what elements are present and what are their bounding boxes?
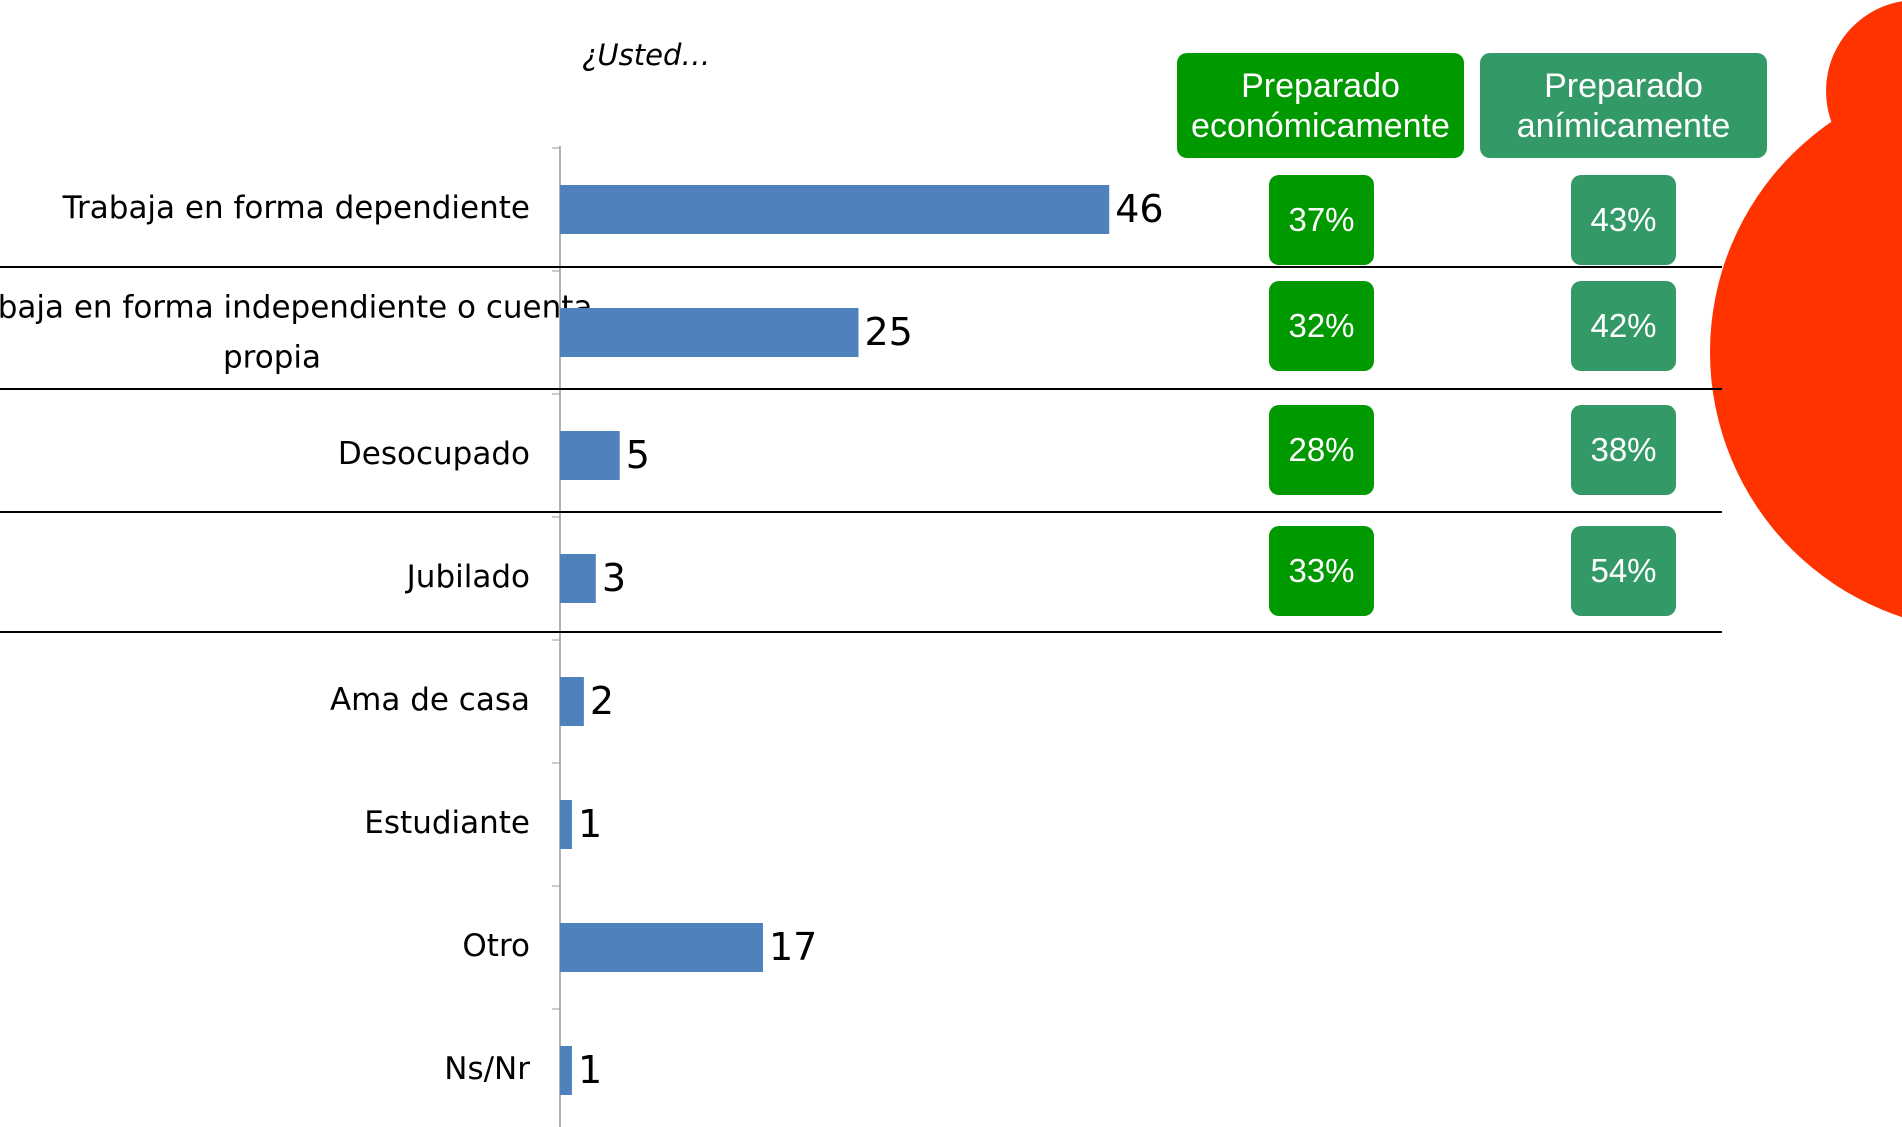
y-tick-label: Trabaja en forma dependiente <box>62 190 530 226</box>
value-label: 1 <box>578 1048 602 1092</box>
table-cell: 42% <box>1571 281 1676 371</box>
column-header: Preparado anímicamente <box>1480 53 1767 158</box>
y-tick-label: Estudiante <box>364 805 530 841</box>
y-tick-label: Jubilado <box>405 559 530 595</box>
value-label: 5 <box>626 433 650 477</box>
table-cell: 54% <box>1571 526 1676 616</box>
value-label: 1 <box>578 802 602 846</box>
y-tick-label: Otro <box>462 928 530 964</box>
value-label: 46 <box>1115 187 1163 231</box>
value-label: 25 <box>865 310 913 354</box>
value-label: 2 <box>590 679 614 723</box>
bar <box>560 800 572 849</box>
bar <box>560 554 596 603</box>
value-label: 17 <box>769 925 817 969</box>
bar <box>560 308 859 357</box>
y-tick-label: Ns/Nr <box>444 1051 530 1087</box>
bar <box>560 677 584 726</box>
subtitle: ¿Usted… <box>582 38 710 72</box>
table-cell: 38% <box>1571 405 1676 495</box>
table-cell: 33% <box>1269 526 1374 616</box>
page: ¿Usted… Trabaja en forma dependiente 46 Tr… <box>0 0 1902 1127</box>
table-cell: 28% <box>1269 405 1374 495</box>
y-tick-label: Desocupado <box>338 436 530 472</box>
y-tick-label: Ama de casa <box>330 682 530 718</box>
bar <box>560 1046 572 1095</box>
table-cell: 43% <box>1571 175 1676 265</box>
value-label: 3 <box>602 556 626 600</box>
column-header: Preparado económicamente <box>1177 53 1464 158</box>
bar <box>560 431 620 480</box>
bar <box>560 923 763 972</box>
table-cell: 32% <box>1269 281 1374 371</box>
table-cell: 37% <box>1269 175 1374 265</box>
bar <box>560 185 1109 234</box>
